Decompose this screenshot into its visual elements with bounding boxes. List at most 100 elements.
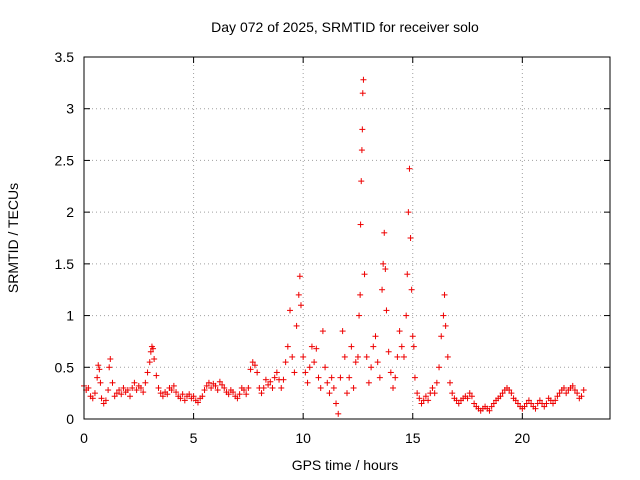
data-point xyxy=(406,165,413,172)
data-point xyxy=(170,382,177,389)
x-axis-ticks: 0 5 10 15 20 xyxy=(80,57,530,446)
data-point xyxy=(150,345,157,352)
data-point xyxy=(97,379,104,386)
data-point xyxy=(410,343,417,350)
data-point xyxy=(267,378,274,385)
y-tick-label: 3.5 xyxy=(55,49,75,65)
data-point xyxy=(284,343,291,350)
data-point xyxy=(359,126,366,133)
data-point xyxy=(429,384,436,391)
data-point xyxy=(471,400,478,407)
data-points xyxy=(81,76,587,417)
data-point xyxy=(168,387,175,394)
data-point xyxy=(383,307,390,314)
data-point xyxy=(273,369,280,376)
data-point xyxy=(359,90,366,97)
data-point xyxy=(245,384,252,391)
data-point xyxy=(370,343,377,350)
data-point xyxy=(385,348,392,355)
data-point xyxy=(260,384,267,391)
data-point xyxy=(356,312,363,319)
data-point xyxy=(512,397,519,404)
data-point xyxy=(194,399,201,406)
data-point xyxy=(205,379,212,386)
data-point xyxy=(254,369,261,376)
data-point xyxy=(302,369,309,376)
data-point xyxy=(488,403,495,410)
data-point xyxy=(322,364,329,371)
data-point xyxy=(407,235,414,241)
data-point xyxy=(441,291,448,298)
data-point xyxy=(344,390,350,397)
data-point xyxy=(326,390,333,397)
data-point xyxy=(129,384,136,391)
data-point xyxy=(396,328,403,335)
data-point xyxy=(468,393,475,400)
data-point xyxy=(455,400,462,407)
data-point xyxy=(398,343,405,350)
data-point xyxy=(146,359,153,366)
data-point xyxy=(234,395,241,402)
data-point xyxy=(486,407,493,414)
data-point xyxy=(179,391,186,398)
data-point xyxy=(571,387,578,394)
data-point xyxy=(317,384,324,391)
data-point xyxy=(243,391,250,398)
data-point xyxy=(444,353,451,360)
data-point xyxy=(120,384,127,391)
data-point xyxy=(190,393,197,400)
data-point xyxy=(418,400,425,407)
y-axis-ticks: 0 0.5 1 1.5 2 2.5 3 3.5 xyxy=(55,49,610,427)
data-point xyxy=(287,307,294,314)
data-point xyxy=(379,286,386,293)
data-point xyxy=(137,384,144,391)
data-point xyxy=(95,362,102,369)
data-point xyxy=(109,379,116,386)
data-point xyxy=(552,397,559,404)
data-point xyxy=(363,353,370,360)
y-tick-label: 1.5 xyxy=(55,256,75,272)
data-point xyxy=(380,260,387,267)
y-tick-label: 2.5 xyxy=(55,152,75,168)
data-point xyxy=(392,374,399,381)
data-point xyxy=(153,372,160,379)
data-point xyxy=(333,400,340,407)
data-point xyxy=(578,393,585,400)
data-point xyxy=(293,322,300,329)
data-point xyxy=(387,369,394,376)
data-point xyxy=(358,147,365,154)
data-point xyxy=(550,400,557,407)
data-point xyxy=(106,364,113,371)
data-point xyxy=(85,384,92,391)
data-point xyxy=(403,312,410,319)
data-point xyxy=(173,389,180,396)
data-point xyxy=(100,400,107,407)
plot-frame xyxy=(83,56,611,420)
data-point xyxy=(416,395,423,402)
data-point xyxy=(89,395,96,402)
data-point xyxy=(569,382,576,389)
data-point xyxy=(409,333,416,340)
data-point xyxy=(159,393,166,400)
data-point xyxy=(346,374,353,381)
data-point xyxy=(411,374,418,381)
data-point xyxy=(297,302,304,309)
data-point xyxy=(282,359,289,366)
data-point xyxy=(376,374,383,381)
data-point xyxy=(164,391,171,398)
data-point xyxy=(306,364,313,371)
data-point xyxy=(295,291,302,298)
data-point xyxy=(374,359,381,366)
data-point xyxy=(335,410,342,417)
x-axis-label: GPS time / hours xyxy=(292,457,399,473)
data-point xyxy=(348,343,355,350)
data-point xyxy=(199,393,206,400)
data-point xyxy=(247,366,254,373)
data-point xyxy=(354,353,361,360)
data-point xyxy=(440,312,447,319)
data-point xyxy=(280,376,287,383)
data-point xyxy=(151,356,158,363)
data-point xyxy=(360,76,367,83)
data-point xyxy=(201,387,208,394)
